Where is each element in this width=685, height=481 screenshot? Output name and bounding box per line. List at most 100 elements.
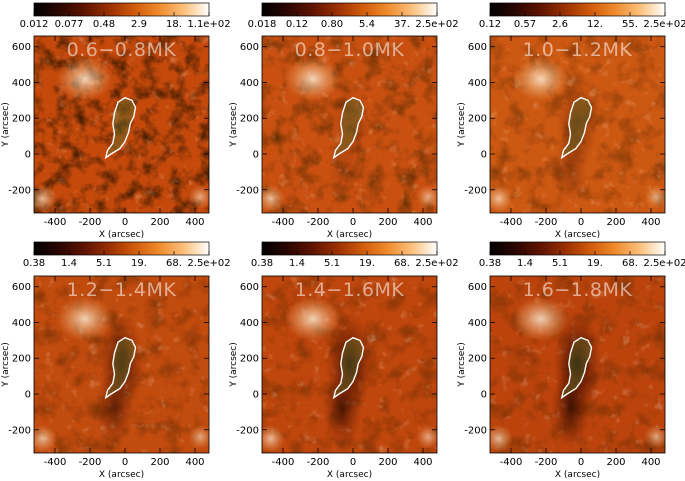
- x-tick-label: 400: [185, 217, 204, 228]
- colorbar-tick-label: 5.1: [324, 258, 340, 269]
- y-tick-label: 600: [240, 42, 259, 53]
- emission-map-image: [490, 36, 665, 213]
- colorbar-tick-label: 1.4: [289, 258, 305, 269]
- panel-3: 0.12 0.57 2.6 12. 55. 2.5e+02 1.0−1.2MK -400 -20…: [457, 2, 685, 240]
- bright-patch: [34, 184, 57, 213]
- x-tick-label: 200: [150, 457, 169, 468]
- x-tick-label: 0: [350, 457, 356, 468]
- x-tick-label: 200: [150, 217, 169, 228]
- emission-map-image: [490, 276, 665, 453]
- x-tick-label: -200: [79, 217, 102, 228]
- y-tick-label: 200: [12, 114, 31, 125]
- y-axis-label: Y (arcsec): [229, 342, 239, 388]
- colorbar-tick-label: 0.012: [20, 19, 49, 30]
- bright-active-region: [284, 296, 341, 341]
- y-tick-label: 400: [468, 318, 487, 329]
- bright-patch: [490, 424, 513, 453]
- temperature-label: 1.4−1.6MK: [295, 279, 405, 301]
- x-tick-label: 0: [578, 217, 584, 228]
- colorbar-tick-label: 18.: [166, 19, 182, 30]
- x-tick-label: 200: [606, 457, 625, 468]
- colorbar: [489, 241, 666, 256]
- colorbar-tick-label: 0.077: [55, 19, 84, 30]
- colorbar-tick-label: 0.018: [248, 19, 277, 30]
- temperature-label: 1.2−1.4MK: [67, 279, 177, 301]
- colorbar-tick-label: 0.38: [251, 258, 273, 269]
- colorbar-tick-label: 0.38: [479, 258, 501, 269]
- y-tick-label: 400: [12, 78, 31, 89]
- y-tick-label: 400: [468, 78, 487, 89]
- x-tick-label: 0: [122, 457, 128, 468]
- region-contour: [332, 336, 365, 400]
- y-tick-label: 0: [253, 390, 259, 401]
- colorbar-tick-label: 2.5e+02: [643, 19, 685, 30]
- bright-patch: [188, 184, 209, 209]
- colorbar: [489, 2, 666, 17]
- x-tick-label: 0: [350, 217, 356, 228]
- y-tick-label: 0: [253, 150, 259, 161]
- bright-patch: [644, 184, 665, 209]
- y-tick-label: 400: [240, 78, 259, 89]
- y-axis-label: Y (arcsec): [1, 102, 11, 148]
- x-tick-label: 200: [606, 217, 625, 228]
- x-tick-label: 400: [413, 457, 432, 468]
- colorbar-tick-label: 68.: [622, 258, 638, 269]
- x-axis-label: X (arcsec): [555, 230, 600, 240]
- emission-map-image: [262, 36, 437, 213]
- colorbar-tick-label: 68.: [394, 258, 410, 269]
- y-tick-label: -200: [236, 425, 259, 436]
- colorbar-tick-label: 2.5e+02: [415, 19, 458, 30]
- colorbar-tick-label: 0.38: [23, 258, 45, 269]
- dark-region-lower: [96, 370, 133, 446]
- colorbar-tick-label: 55.: [622, 19, 638, 30]
- y-tick-label: -200: [464, 425, 487, 436]
- colorbar-tick-label: 0.57: [514, 19, 536, 30]
- y-tick-label: 0: [481, 390, 487, 401]
- panel-2: 0.018 0.12 0.80 5.4 37. 2.5e+02 0.8−1.0MK -400 -…: [229, 2, 459, 240]
- region-contour: [332, 96, 365, 160]
- y-axis-label: Y (arcsec): [457, 102, 467, 148]
- bright-active-region: [56, 296, 113, 341]
- bright-active-region: [512, 56, 569, 101]
- x-tick-label: -200: [535, 217, 558, 228]
- temperature-label: 0.6−0.8MK: [67, 39, 177, 61]
- bright-patch: [644, 424, 665, 449]
- colorbar-tick-label: 0.12: [286, 19, 308, 30]
- bright-patch: [416, 424, 437, 449]
- y-tick-label: -200: [8, 425, 31, 436]
- colorbar: [261, 241, 438, 256]
- x-tick-label: 0: [578, 457, 584, 468]
- bright-patch: [490, 184, 513, 213]
- colorbar-tick-label: 0.80: [321, 19, 343, 30]
- colorbar: [33, 2, 210, 17]
- x-axis-label: X (arcsec): [99, 230, 144, 240]
- x-tick-label: -200: [79, 457, 102, 468]
- colorbar: [33, 241, 210, 256]
- colorbar-tick-label: 0.12: [479, 19, 501, 30]
- y-tick-label: 0: [25, 390, 31, 401]
- bright-patch: [188, 424, 209, 449]
- colorbar-tick-label: 5.1: [552, 258, 568, 269]
- panel-1: 0.012 0.077 0.48 2.9 18. 1.1e+02 0.6−0.8MK -400…: [1, 2, 231, 240]
- colorbar: [261, 2, 438, 17]
- emission-map-image: [262, 276, 437, 453]
- x-tick-label: -200: [307, 217, 330, 228]
- y-tick-label: -200: [8, 185, 31, 196]
- x-tick-label: -400: [44, 457, 67, 468]
- region-contour: [560, 96, 593, 160]
- x-axis-label: X (arcsec): [327, 230, 372, 240]
- panel-4: 0.38 1.4 5.1 19. 68. 2.5e+02 1.2−1.4MK -400 -200…: [1, 241, 231, 480]
- temperature-label: 1.0−1.2MK: [523, 39, 633, 61]
- colorbar-tick-label: 5.1: [96, 258, 112, 269]
- bright-patch: [262, 184, 285, 213]
- panel-6: 0.38 1.4 5.1 19. 68. 2.5e+02 1.6−1.8MK -400 -200…: [457, 241, 685, 480]
- x-tick-label: -400: [272, 217, 295, 228]
- x-tick-label: 400: [641, 217, 660, 228]
- emission-map-image: [34, 36, 209, 213]
- dark-region-lower: [553, 133, 588, 203]
- map-frame: [33, 35, 210, 214]
- dark-region-lower: [323, 369, 362, 448]
- y-tick-label: 600: [12, 42, 31, 53]
- x-tick-label: -400: [272, 457, 295, 468]
